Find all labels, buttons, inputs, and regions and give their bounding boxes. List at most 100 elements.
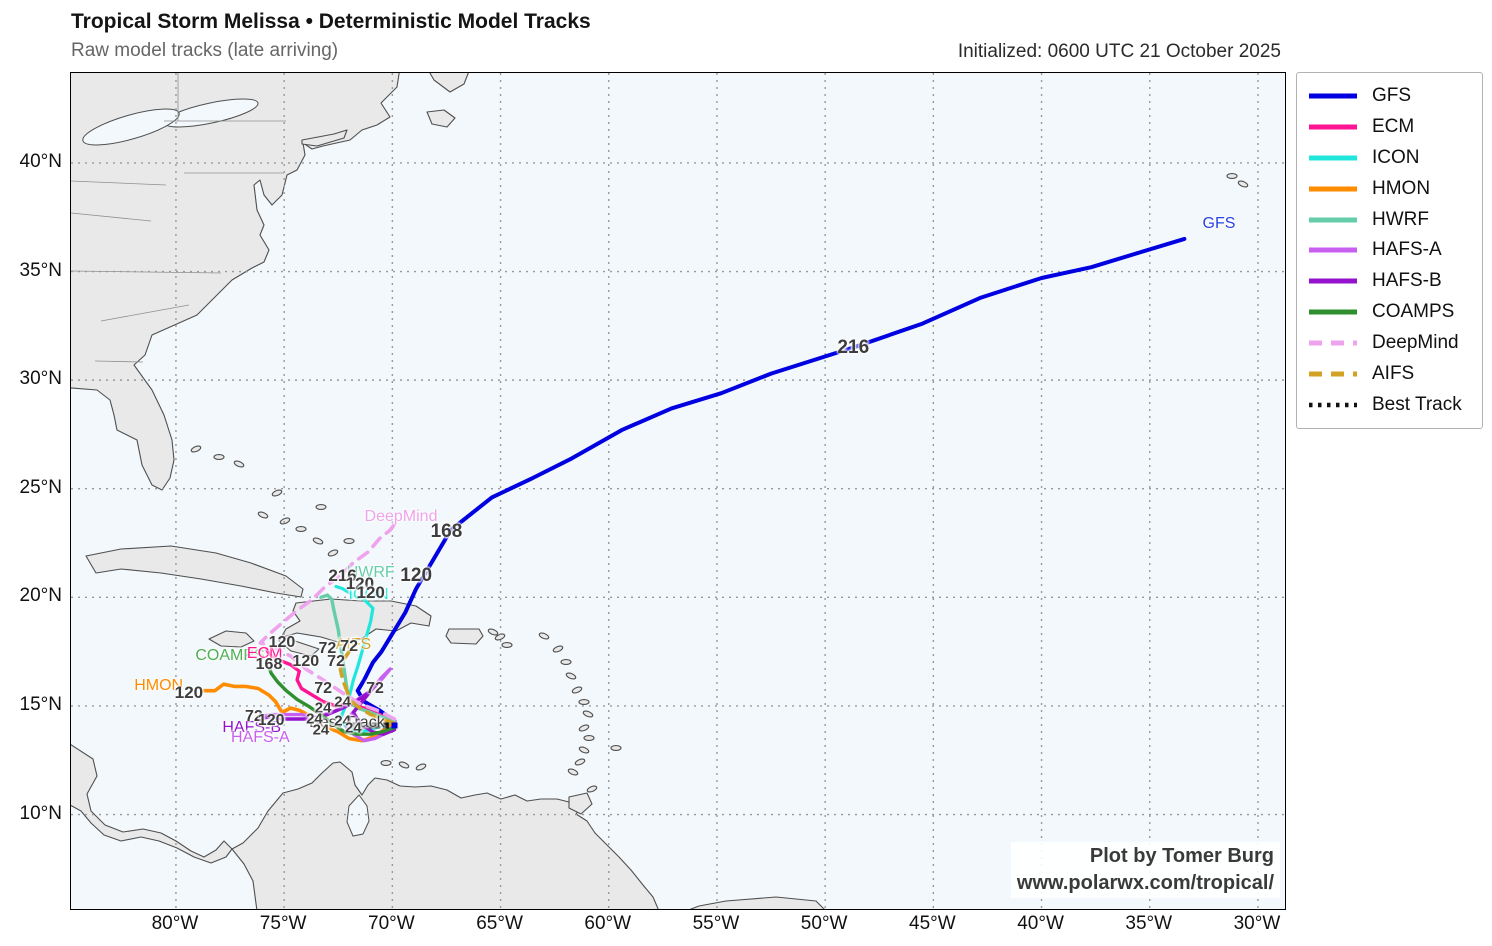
south-america-landmass (231, 761, 659, 909)
state-borders (71, 73, 286, 363)
lake-maracaibo (346, 794, 370, 837)
track-ecm (265, 647, 397, 723)
credit-url: www.polarwx.com/tropical/ (1016, 872, 1274, 894)
best-track-point (359, 722, 366, 729)
forecast-hour-label: 72 (244, 707, 263, 725)
lon-tick-label: 45°W (909, 913, 956, 934)
puerto-rico-island (445, 628, 484, 645)
legend-line-swatch (1309, 247, 1357, 253)
legend-item-aifs: AIFS (1297, 359, 1482, 388)
legend-item-deepmind: DeepMind (1297, 328, 1482, 357)
small-island (415, 763, 427, 771)
model-label-aifs: AIFS (335, 636, 372, 654)
legend-line-swatch (1309, 371, 1357, 377)
small-island (315, 504, 327, 510)
jamaica-island (208, 630, 255, 648)
initialization-time: Initialized: 0600 UTC 21 October 2025 (957, 41, 1281, 62)
lon-tick-label: 50°W (800, 913, 848, 934)
legend-label: HWRF (1372, 208, 1429, 230)
lon-tick-label: 60°W (584, 913, 632, 934)
small-island (257, 511, 269, 519)
lat-tick-label: 35°N (19, 259, 62, 281)
forecast-hour-label: 24 (334, 693, 351, 711)
lon-tick-label: 30°W (1233, 913, 1281, 934)
map-plot-area: GFS DeepMind HWRF ICON AIFS COAMPS ECM HMON HAFS… (70, 72, 1286, 910)
us-mainland-landmass (71, 73, 400, 491)
legend-label: HAFS-B (1372, 270, 1442, 292)
small-island (565, 672, 577, 680)
small-island (487, 628, 499, 636)
forecast-hour-label: 120 (356, 582, 385, 602)
forecast-hour-label: 72 (327, 653, 345, 671)
forecast-hour-label: 72 (318, 640, 337, 658)
legend-label: ICON (1372, 147, 1420, 169)
best-track-point (382, 722, 389, 729)
forecast-hour-label: 216 (328, 565, 357, 585)
legend-line-swatch (1309, 186, 1357, 192)
forecast-hour-label: 120 (174, 682, 204, 702)
forecast-hour-label: 120 (268, 633, 296, 651)
cuba-landmass (85, 545, 304, 598)
track-coamps (267, 665, 397, 736)
legend-line-swatch (1309, 93, 1357, 99)
small-island (586, 785, 598, 793)
small-islands-group (190, 173, 1249, 793)
small-island (343, 538, 355, 544)
nova-scotia-landmass (429, 73, 469, 93)
model-label-hafs-a: HAFS-A (231, 729, 290, 747)
legend-label: Best Track (1372, 393, 1462, 415)
small-island (1226, 173, 1238, 179)
legend-item-coamps: COAMPS (1297, 298, 1482, 327)
best-track-point (374, 722, 381, 729)
small-island (538, 632, 550, 640)
model-label-best-track: Best Track (309, 714, 385, 732)
small-island (574, 758, 586, 766)
small-island (552, 645, 564, 653)
lon-tick-label: 80°W (151, 913, 199, 934)
small-island (610, 745, 622, 751)
forecast-hour-label: 120 (257, 712, 285, 730)
legend-item-best-track: Best Track (1297, 390, 1482, 419)
legend-label: GFS (1372, 85, 1412, 107)
small-island (501, 642, 513, 648)
forecast-hour-label: 24 (314, 699, 332, 717)
legend-item-icon: ICON (1297, 144, 1482, 173)
legend-line-swatch (1309, 402, 1357, 407)
forecast-hour-label: 72 (340, 638, 358, 656)
legend-box: GFS ECM ICON HMON HWRF HAFS-A HAFS-B COAMPS Deep… (1296, 72, 1483, 429)
forecast-hour-label: 24 (345, 719, 362, 737)
legend-item-ecm: ECM (1297, 113, 1482, 142)
lon-tick-label: 40°W (1017, 913, 1064, 934)
model-track-lines (202, 236, 1187, 743)
trinidad-island (568, 792, 593, 815)
small-island (578, 724, 590, 732)
track-deepmind (258, 519, 399, 721)
best-track-latest-point (391, 722, 398, 729)
coastline-land-layer (71, 73, 1249, 909)
small-island (190, 445, 202, 453)
legend-line-swatch (1309, 124, 1357, 130)
lake-erie (82, 108, 180, 146)
legend-line-swatch (1309, 278, 1357, 284)
forecast-hour-label: 24 (306, 710, 323, 728)
credit-text: Plot by Tomer Burg www.polarwx.com/tropi… (1010, 842, 1280, 898)
small-island (1237, 180, 1249, 188)
lat-tick-label: 15°N (19, 693, 62, 715)
lon-tick-label: 55°W (692, 913, 740, 934)
forecast-hour-label: 24 (312, 721, 330, 739)
forecast-hour-label: 120 (345, 574, 375, 594)
lon-tick-label: 75°W (259, 913, 307, 934)
small-island (398, 761, 410, 769)
legend-item-hmon: HMON (1297, 174, 1482, 203)
lat-tick-label: 20°N (19, 585, 62, 607)
legend-item-gfs: GFS (1297, 82, 1482, 111)
small-island (578, 699, 590, 705)
page-title: Tropical Storm Melissa • Deterministic M… (71, 10, 591, 33)
lat-tick-label: 10°N (19, 802, 62, 824)
small-island (571, 686, 583, 694)
forecast-hour-label: 120 (292, 653, 320, 671)
legend-label: ECM (1372, 116, 1415, 138)
central-america-landmass (71, 744, 233, 864)
small-island (380, 760, 392, 766)
